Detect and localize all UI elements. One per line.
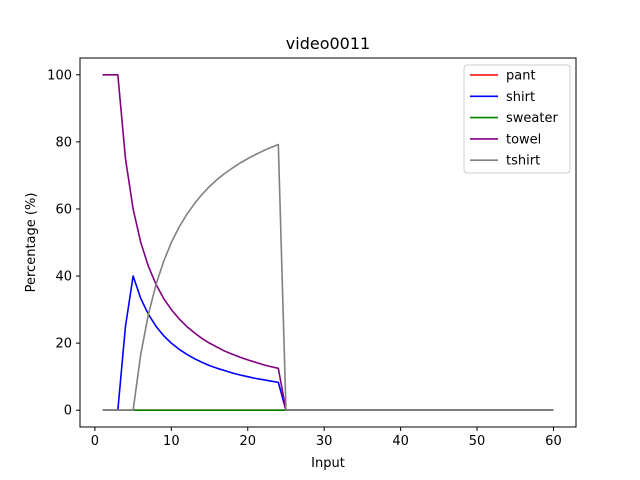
x-tick-label: 10	[163, 434, 180, 449]
y-tick-label: 60	[55, 202, 72, 217]
y-axis-ticks: 0 20 40 60 80 100	[47, 68, 80, 419]
x-axis-label: Input	[311, 456, 345, 471]
legend-label-shirt: shirt	[506, 90, 535, 105]
legend: pant shirt sweater towel tshirt	[463, 64, 571, 174]
x-tick-label: 40	[392, 434, 409, 449]
y-tick-label: 0	[64, 404, 72, 419]
x-tick-label: 50	[469, 434, 486, 449]
y-tick-label: 40	[55, 270, 72, 285]
y-tick-label: 20	[55, 337, 72, 352]
x-axis-ticks: 0 10 20 30 40 50 60	[91, 427, 562, 449]
legend-label-pant: pant	[506, 69, 536, 84]
legend-label-towel: towel	[506, 132, 541, 147]
series-line-shirt	[102, 275, 554, 412]
plot-lines	[102, 73, 554, 412]
chart-title: video0011	[286, 34, 370, 53]
legend-label-sweater: sweater	[506, 111, 558, 126]
legend-box	[463, 64, 571, 174]
series-line-tshirt	[102, 143, 554, 412]
y-axis-label: Percentage (%)	[24, 193, 39, 293]
x-tick-label: 60	[545, 434, 562, 449]
legend-label-tshirt: tshirt	[506, 154, 540, 169]
x-tick-label: 20	[239, 434, 256, 449]
x-tick-label: 0	[91, 434, 99, 449]
y-tick-label: 100	[47, 68, 72, 83]
axes-frame	[79, 57, 577, 428]
y-tick-label: 80	[55, 135, 72, 150]
x-tick-label: 30	[316, 434, 333, 449]
